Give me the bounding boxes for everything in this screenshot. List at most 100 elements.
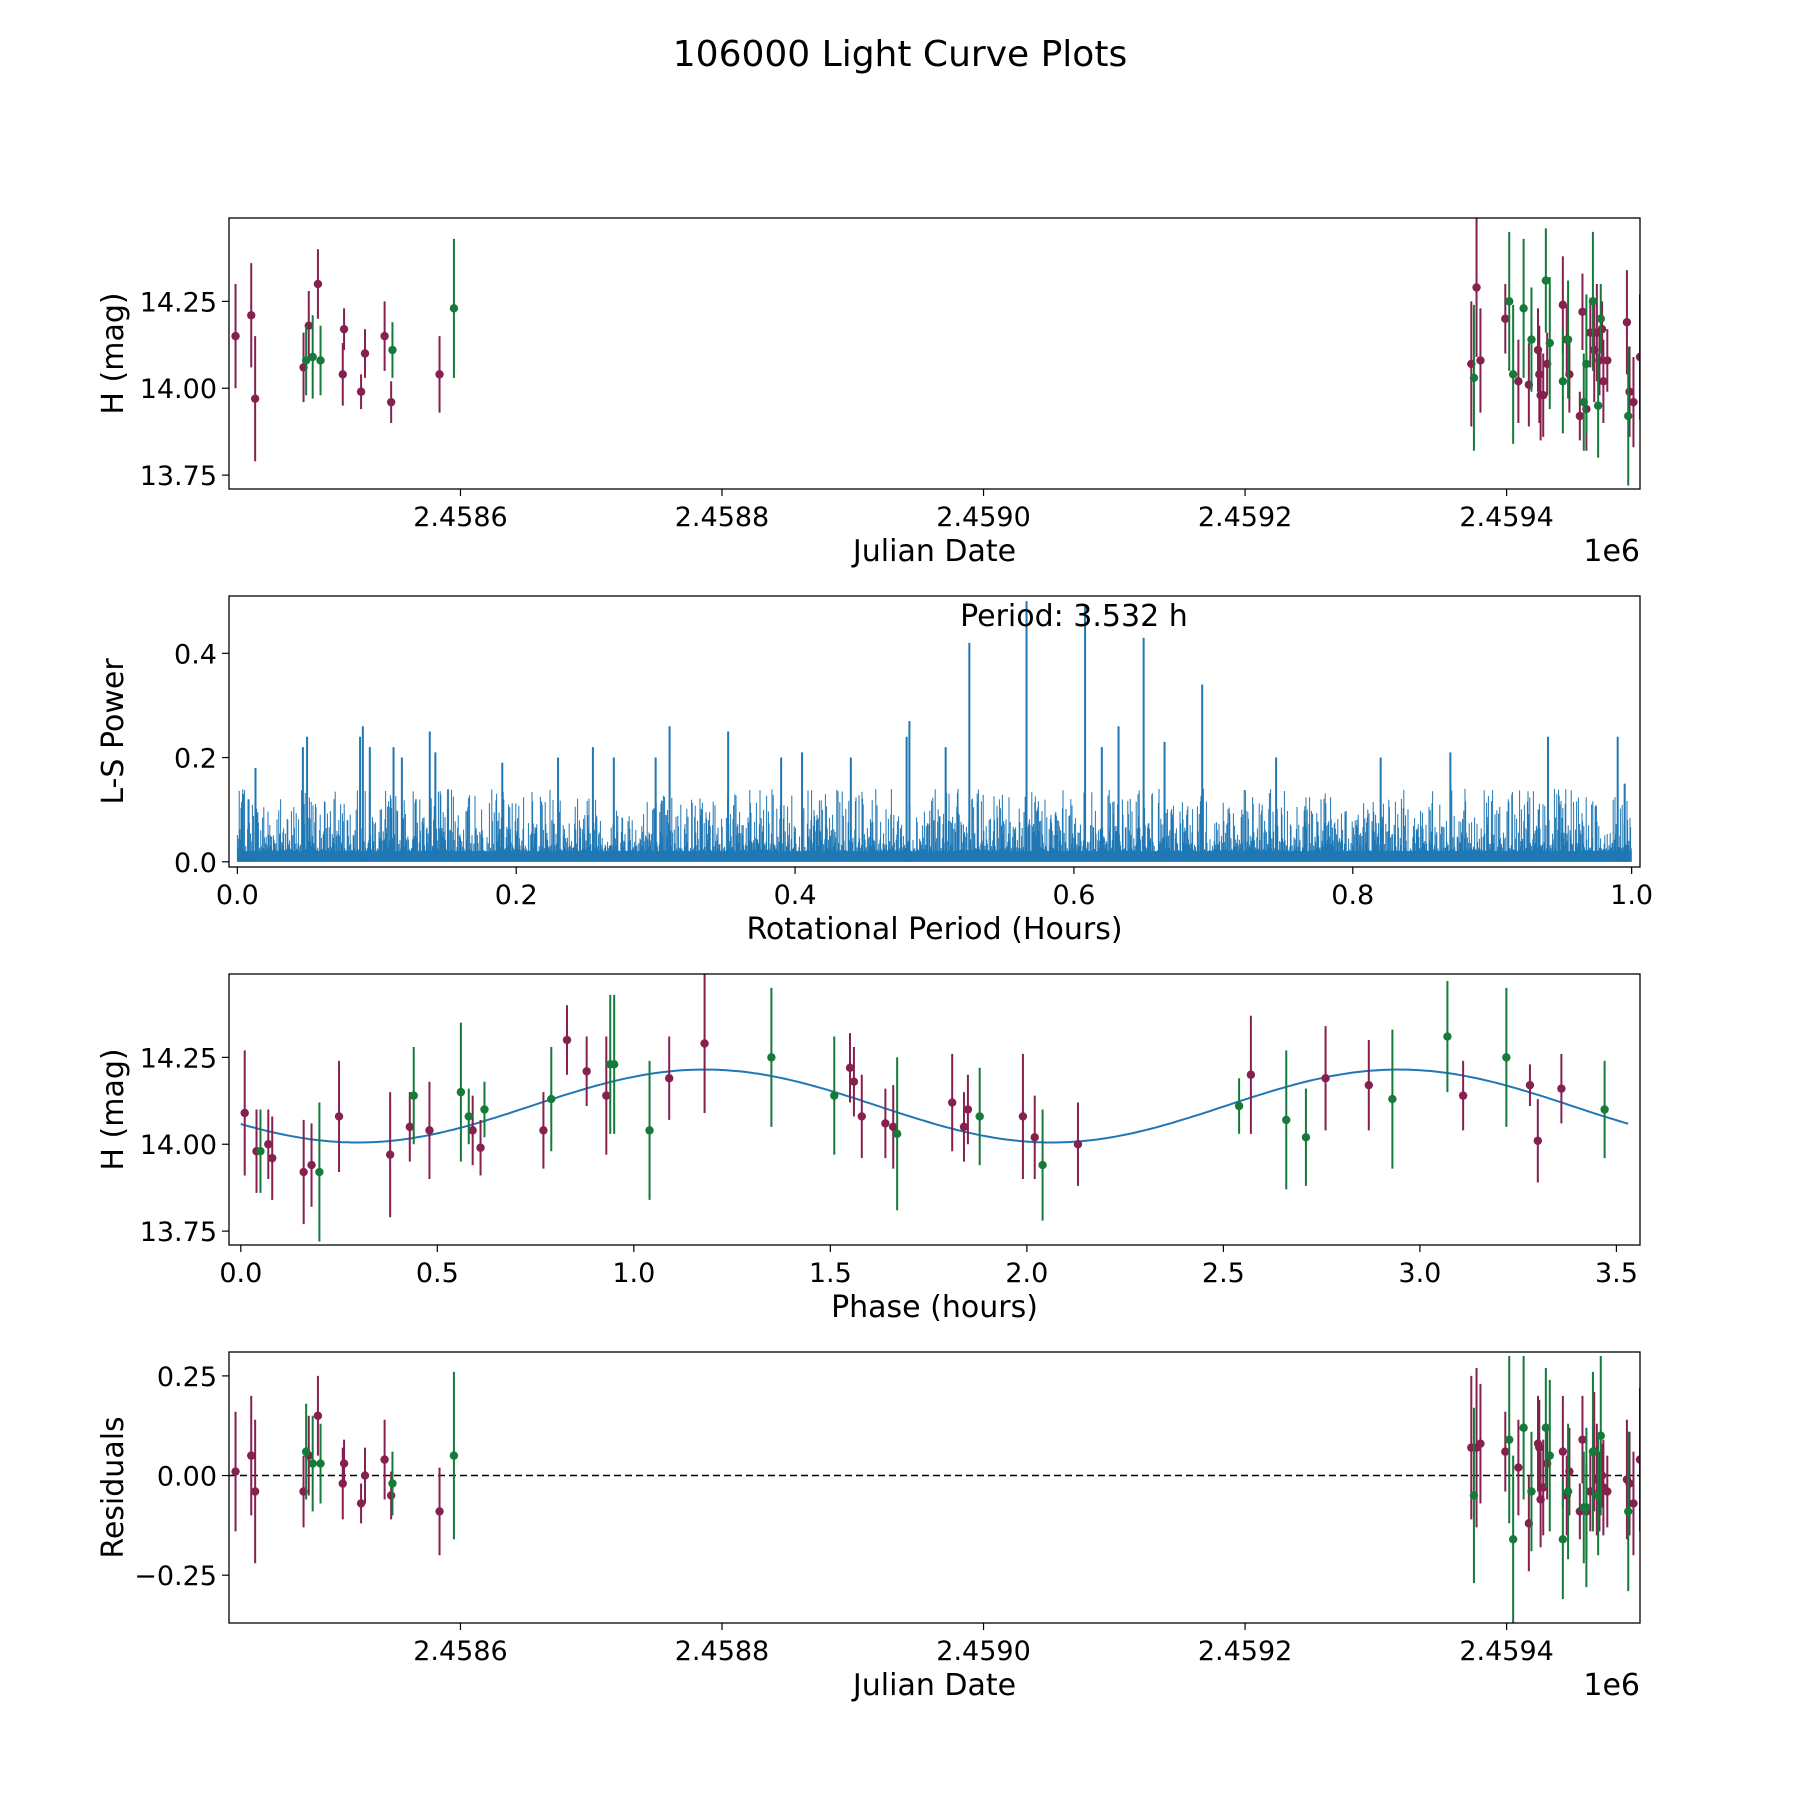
data-point — [409, 1091, 418, 1100]
x-tick-label: 2.4588 — [675, 502, 769, 533]
data-point — [313, 279, 323, 289]
data-point — [1599, 377, 1608, 386]
y-axis-label: H (mag) — [96, 1048, 131, 1170]
data-point — [1558, 1447, 1568, 1456]
data-point — [1234, 1101, 1244, 1111]
data-point — [449, 304, 459, 313]
data-point — [963, 1105, 973, 1114]
y-tick-label: 13.75 — [140, 1217, 217, 1248]
x-tick-label: 1.0 — [612, 1258, 655, 1289]
y-tick-label: 14.00 — [140, 374, 217, 405]
panel-residuals: 2.4586 2.4588 2.4590 2.4592 2.4594 −0.25 0.00 0… — [96, 1351, 1641, 1703]
x-tick-label: 3.5 — [1595, 1258, 1638, 1289]
data-point — [767, 1053, 776, 1062]
data-point — [339, 324, 349, 334]
period-annotation: Period: 3.532 h — [960, 599, 1188, 634]
x-tick-label: 1.0 — [1610, 880, 1653, 911]
figure-title: 106000 Light Curve Plots — [673, 34, 1127, 75]
data-point — [1629, 1499, 1638, 1508]
data-point — [582, 1067, 591, 1076]
data-point — [386, 397, 396, 407]
data-point — [1364, 1080, 1374, 1090]
y-axis-label: H (mag) — [96, 292, 131, 414]
data-point — [1558, 300, 1568, 310]
data-point — [1629, 397, 1638, 407]
data-point — [250, 1487, 260, 1496]
data-point — [547, 1094, 556, 1104]
data-point — [338, 370, 347, 379]
axes-frame — [228, 973, 1641, 1246]
x-tick-label: 2.4594 — [1459, 502, 1553, 533]
y-tick-label: 13.75 — [140, 461, 217, 492]
data-point — [308, 352, 317, 362]
data-point — [1508, 1535, 1518, 1544]
x-tick-label: 0.2 — [495, 880, 538, 911]
data-point — [360, 349, 370, 358]
y-tick-label: 0.2 — [174, 744, 217, 775]
x-tick-label: 0.0 — [216, 880, 259, 911]
data-point — [1578, 1435, 1587, 1444]
data-point — [1582, 359, 1591, 369]
x-axis-label: Phase (hours) — [831, 1290, 1038, 1325]
data-point — [1600, 1105, 1609, 1114]
data-point — [1527, 335, 1536, 344]
series-green — [301, 228, 1633, 486]
data-point — [313, 1411, 323, 1420]
data-point — [385, 1150, 395, 1159]
data-point — [1505, 297, 1514, 306]
data-point — [1622, 318, 1632, 327]
y-tick-label: −0.25 — [134, 1561, 217, 1592]
data-point — [435, 370, 444, 379]
data-point — [845, 1063, 855, 1073]
series-green — [301, 1355, 1633, 1623]
data-point — [1635, 352, 1640, 362]
data-point — [1635, 1455, 1640, 1464]
data-point — [264, 1140, 273, 1149]
data-point — [1321, 1074, 1330, 1083]
y-tick-label: 14.25 — [140, 287, 217, 318]
data-point — [1469, 373, 1479, 383]
data-point — [449, 1451, 459, 1460]
data-point — [1458, 1091, 1468, 1100]
data-point — [299, 1167, 308, 1177]
data-point — [1525, 1080, 1535, 1090]
y-tick-label: 14.25 — [140, 1043, 217, 1074]
data-point — [645, 1126, 654, 1135]
x-tick-label: 2.0 — [1005, 1258, 1048, 1289]
data-point — [386, 1491, 396, 1500]
x-tick-label: 2.4594 — [1459, 1636, 1553, 1667]
data-point — [425, 1126, 434, 1135]
data-point — [1469, 1491, 1479, 1500]
data-point — [307, 1160, 316, 1170]
plot-area — [229, 1355, 1640, 1623]
x-tick-label: 1.5 — [809, 1258, 852, 1289]
data-point — [539, 1126, 548, 1135]
data-point — [301, 1447, 311, 1456]
axes-frame — [228, 595, 1641, 868]
x-tick-label: 2.4588 — [675, 1636, 769, 1667]
data-point — [301, 356, 311, 365]
data-point — [388, 345, 397, 355]
data-point — [562, 1035, 572, 1045]
data-point — [1505, 1435, 1514, 1444]
data-point — [892, 1129, 902, 1139]
data-point — [857, 1112, 866, 1121]
data-point — [1558, 377, 1568, 386]
data-point — [1557, 1084, 1566, 1093]
data-point — [464, 1112, 473, 1121]
data-point — [240, 1108, 249, 1118]
data-point — [1535, 1443, 1544, 1452]
data-point — [1596, 1431, 1605, 1440]
data-point — [1501, 1447, 1510, 1456]
data-point — [1563, 335, 1573, 344]
data-point — [889, 1122, 898, 1132]
data-point — [1527, 1487, 1536, 1496]
data-point — [959, 1122, 969, 1132]
x-tick-label: 2.4586 — [413, 1636, 507, 1667]
data-point — [315, 1167, 324, 1177]
panel-phase: 0.0 0.5 1.0 1.5 2.0 2.5 3.0 3.5 13.75 14.00 14.25 P… — [96, 973, 1641, 1325]
data-point — [1541, 1423, 1551, 1432]
data-point — [338, 1479, 347, 1488]
data-point — [456, 1087, 466, 1097]
x-tick-label: 0.4 — [774, 880, 817, 911]
